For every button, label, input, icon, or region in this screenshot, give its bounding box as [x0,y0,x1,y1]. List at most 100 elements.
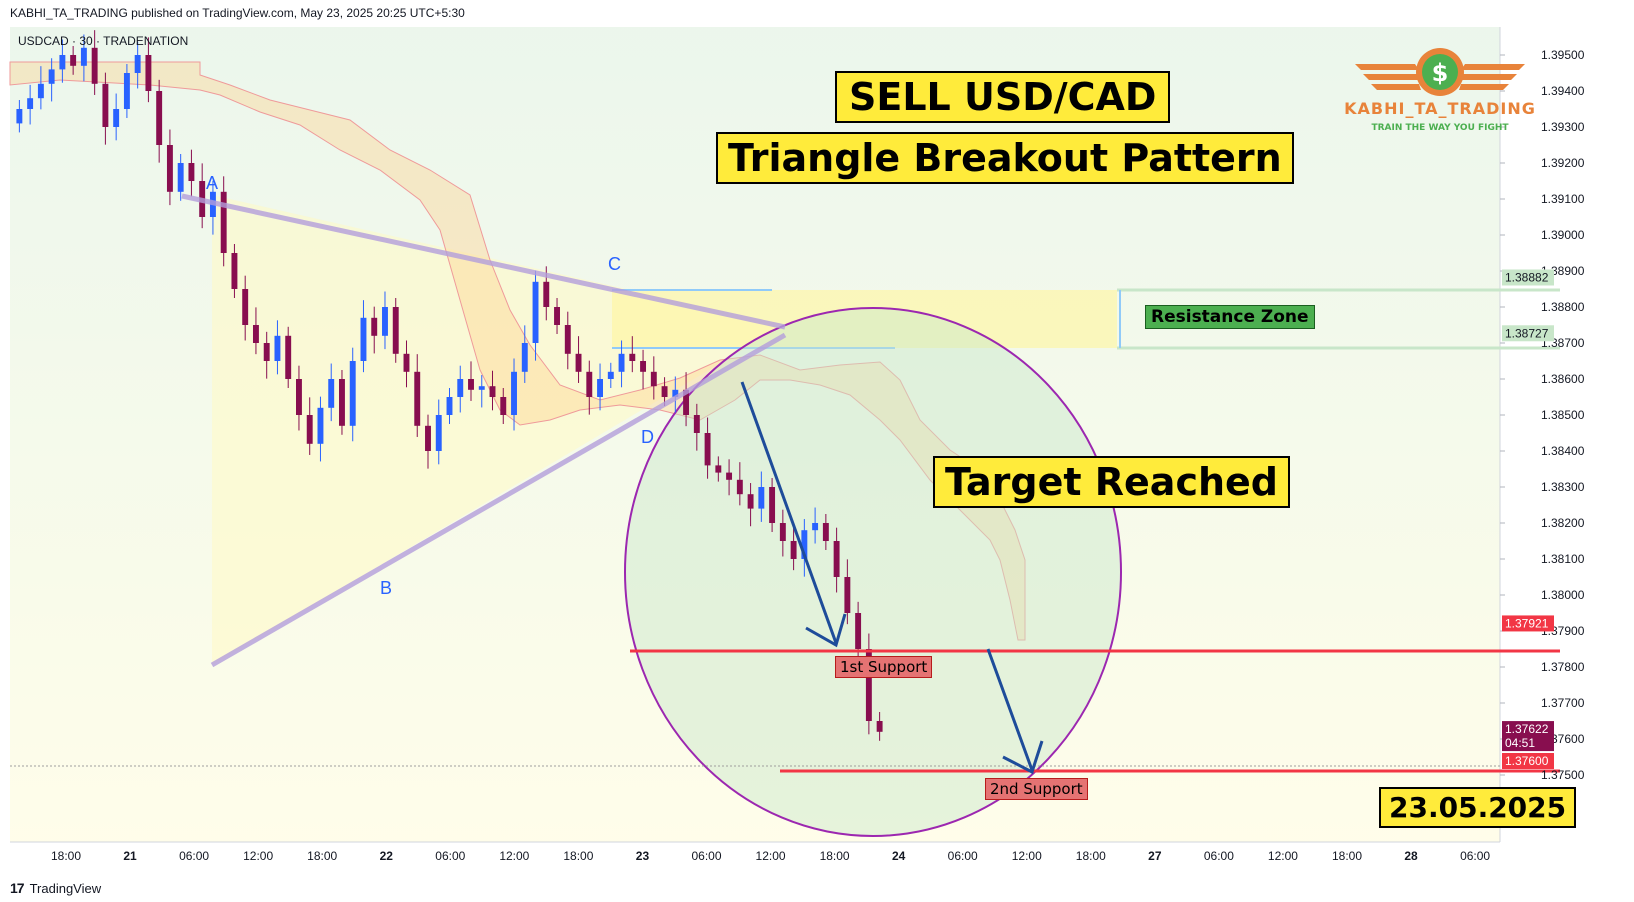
candle-body [102,83,109,127]
x-tick-label: 12:00 [499,849,529,863]
candle-body [822,523,829,541]
triangle-lower-line [210,332,787,668]
candle-body [693,415,700,433]
x-tick-label: 27 [1148,849,1162,863]
y-tick-label: 1.38000 [1541,588,1585,602]
y-tick-label: 1.38500 [1541,408,1585,422]
down-arrow-1-head [805,613,847,648]
price-axis[interactable]: 1.39500 1.39400 1.39300 1.39200 1.39100 1.390… [1500,48,1585,782]
candle-body [27,98,34,109]
candle-body [672,389,679,397]
candle-body [134,55,141,73]
candle-body [876,721,883,732]
price-label: 1.38727 [1505,326,1549,340]
candle-body [80,47,87,66]
candle-body [736,479,743,495]
candle-body [306,415,313,444]
candle-body [425,425,431,451]
y-tick-label: 1.38100 [1541,552,1585,566]
candle-body [231,253,238,289]
down-arrow-2-head [1002,740,1044,775]
candle-body [543,281,550,307]
x-tick-label: 12:00 [756,849,786,863]
candle-body [156,91,163,145]
candle-body [726,472,733,480]
candle-body [349,361,356,426]
x-tick-label: 18:00 [1332,849,1362,863]
y-tick-label: 1.37700 [1541,696,1585,710]
brand-tagline: TRAIN THE WAY YOU FIGHT [1371,123,1509,133]
support-1-label: 1st Support [835,656,933,678]
candle-body [339,379,345,426]
y-tick-label: 1.39200 [1541,156,1585,170]
date-label: 23.05.2025 [1379,787,1577,828]
y-tick-label: 1.39000 [1541,228,1585,242]
candle-body [360,317,367,361]
candle-body [758,487,765,509]
candle-body [801,530,808,559]
candle-body [414,371,421,426]
tradingview-logo-icon: 17 [10,880,25,896]
time-axis[interactable]: 18:00 21 06:00 12:00 18:00 22 06:00 12:00 18:00 2… [51,849,1490,863]
y-tick-label: 1.38200 [1541,516,1585,530]
candle-body [640,361,647,372]
publish-line: KABHI_TA_TRADING published on TradingVie… [10,6,465,20]
x-tick-label: 18:00 [820,849,850,863]
candle-body [586,371,593,397]
y-tick-label: 1.37800 [1541,660,1585,674]
price-label: 1.37921 [1505,616,1549,630]
candle-body [500,397,507,415]
candle-body [16,109,23,124]
price-label-bg [1502,735,1554,752]
down-arrow-1 [740,381,838,644]
candle-body [812,523,819,531]
resistance-zone [612,290,1117,348]
candle-body [779,523,786,541]
candle-body [37,83,44,99]
candle-body [166,145,173,192]
price-label: 1.37622 [1505,722,1549,736]
x-tick-label: 18:00 [307,849,337,863]
x-tick-label: 18:00 [1076,849,1106,863]
candle-body [446,397,453,415]
candle-body [435,415,442,451]
candle-body [747,494,754,509]
x-tick-label: 06:00 [1204,849,1234,863]
candle-body [91,47,98,84]
svg-text:$: $ [1432,59,1449,87]
symbol-info[interactable]: USDCAD · 30 · TRADENATION [18,34,189,48]
candle-body [564,325,571,354]
point-b-label: B [380,578,393,598]
candle-body [188,163,195,181]
price-label: 1.37600 [1505,754,1549,768]
brand-name: KABHI_TA_TRADING [1344,99,1536,118]
price-label-bg [1502,753,1554,769]
candle-body [252,325,259,343]
candle-body [650,371,657,387]
resistance-zone-label: Resistance Zone [1145,305,1315,329]
x-tick-label: 22 [380,849,394,863]
candle-body [554,307,560,325]
x-tick-label: 06:00 [948,849,978,863]
candle-body [769,487,776,523]
x-tick-label: 18:00 [51,849,81,863]
footer[interactable]: 17 TradingView [10,880,101,896]
candle-body [629,353,636,361]
y-tick-label: 1.37500 [1541,768,1585,782]
candle-body [532,281,539,343]
x-tick-label: 12:00 [1012,849,1042,863]
y-tick-label: 1.38400 [1541,444,1585,458]
candle-body [661,386,668,397]
candle-body [403,353,410,372]
candle-body [468,379,474,390]
y-tick-label: 1.39100 [1541,192,1585,206]
y-tick-label: 1.38300 [1541,480,1585,494]
price-label-bg [1502,615,1554,632]
candle-body [263,343,270,361]
point-d-label: D [641,427,654,447]
candle-body [242,289,249,325]
candle-body [683,389,690,415]
candle-body [371,317,378,336]
x-tick-label: 06:00 [691,849,721,863]
candle-body [59,55,66,70]
